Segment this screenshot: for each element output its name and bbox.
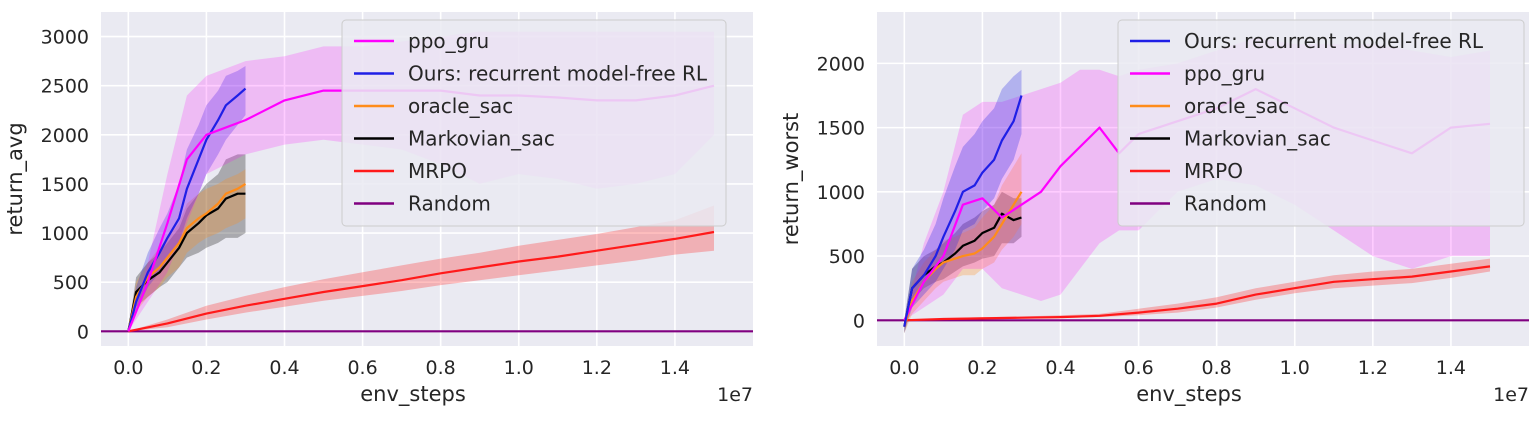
legend: ppo_gru Ours: recurrent model-free RL orac… xyxy=(341,19,727,227)
x-tick-label: 0.6 xyxy=(347,357,377,379)
x-tick-label: 0.4 xyxy=(269,357,299,379)
x-tick-label: 1.2 xyxy=(582,357,612,379)
y-tick-label: 2000 xyxy=(817,53,865,75)
legend: Ours: recurrent model-free RL ppo_gruorac… xyxy=(1117,19,1525,227)
legend-label: Markovian_sac xyxy=(408,127,555,151)
band-1 xyxy=(128,66,246,332)
y-tick-label: 3000 xyxy=(41,27,89,49)
legend-label: Random xyxy=(408,192,491,216)
legend-label: Ours: recurrent model-free RL xyxy=(1184,29,1484,53)
x-tick-label: 0.2 xyxy=(967,357,997,379)
legend-label: Ours: recurrent model-free RL xyxy=(408,62,708,86)
y-tick-label: 1500 xyxy=(41,174,89,196)
y-tick-label: 1500 xyxy=(817,118,865,140)
x-tick-label: 1.0 xyxy=(504,357,534,379)
y-tick-label: 2500 xyxy=(41,76,89,98)
y-axis-label: return_worst xyxy=(779,113,804,246)
legend-label: ppo_gru xyxy=(408,29,489,53)
band-3 xyxy=(904,191,1022,334)
x-tick-label: 0.6 xyxy=(1123,357,1153,379)
y-tick-label: 1000 xyxy=(817,182,865,204)
y-tick-label: 1000 xyxy=(41,223,89,245)
y-tick-label: 500 xyxy=(829,246,865,268)
x-offset-label: 1e7 xyxy=(717,384,753,406)
chart-panel-return-avg: 0.0 0.2 0.4 0.6 0.8 1.0 1.2 1.4 0 500 1000 1500 2000… xyxy=(3,12,753,407)
y-tick-label: 500 xyxy=(53,272,89,294)
legend-label: MRPO xyxy=(1184,159,1243,183)
x-axis-label: env_steps xyxy=(1136,382,1242,407)
x-tick-label: 0.0 xyxy=(113,357,143,379)
band-4 xyxy=(904,258,1490,321)
x-tick-label: 0.8 xyxy=(426,357,456,379)
legend-box xyxy=(1117,19,1525,227)
band-2 xyxy=(904,153,1022,334)
legend-label: Random xyxy=(1184,192,1267,216)
x-tick-label: 1.4 xyxy=(660,357,690,379)
chart-panel-return-worst: 0.0 0.2 0.4 0.6 0.8 1.0 1.2 1.4 0 500 1000 1500 2000… xyxy=(779,12,1529,407)
x-tick-label: 0.0 xyxy=(889,357,919,379)
x-axis-label: env_steps xyxy=(360,382,466,407)
x-tick-label: 1.0 xyxy=(1280,357,1310,379)
series-line-4 xyxy=(904,265,1491,322)
legend-label: oracle_sac xyxy=(1184,94,1289,118)
legend-label: oracle_sac xyxy=(408,94,513,118)
x-tick-label: 0.8 xyxy=(1202,357,1232,379)
legend-label: ppo_gru xyxy=(1184,62,1265,86)
y-tick-label: 0 xyxy=(77,321,89,343)
legend-box xyxy=(341,19,727,227)
y-tick-label: 2000 xyxy=(41,125,89,147)
series-line-0 xyxy=(903,95,1023,327)
y-axis-label: return_avg xyxy=(3,122,28,235)
band-3 xyxy=(128,154,246,332)
x-tick-label: 0.2 xyxy=(191,357,221,379)
x-tick-label: 1.4 xyxy=(1436,357,1466,379)
series-line-1 xyxy=(127,87,247,332)
series-line-4 xyxy=(128,230,715,333)
legend-label: MRPO xyxy=(408,159,467,183)
x-tick-label: 1.2 xyxy=(1358,357,1388,379)
legend-label: Markovian_sac xyxy=(1184,127,1331,151)
x-offset-label: 1e7 xyxy=(1493,384,1529,406)
series-line-2 xyxy=(127,182,247,332)
y-tick-label: 0 xyxy=(853,310,865,332)
x-tick-label: 0.4 xyxy=(1045,357,1075,379)
